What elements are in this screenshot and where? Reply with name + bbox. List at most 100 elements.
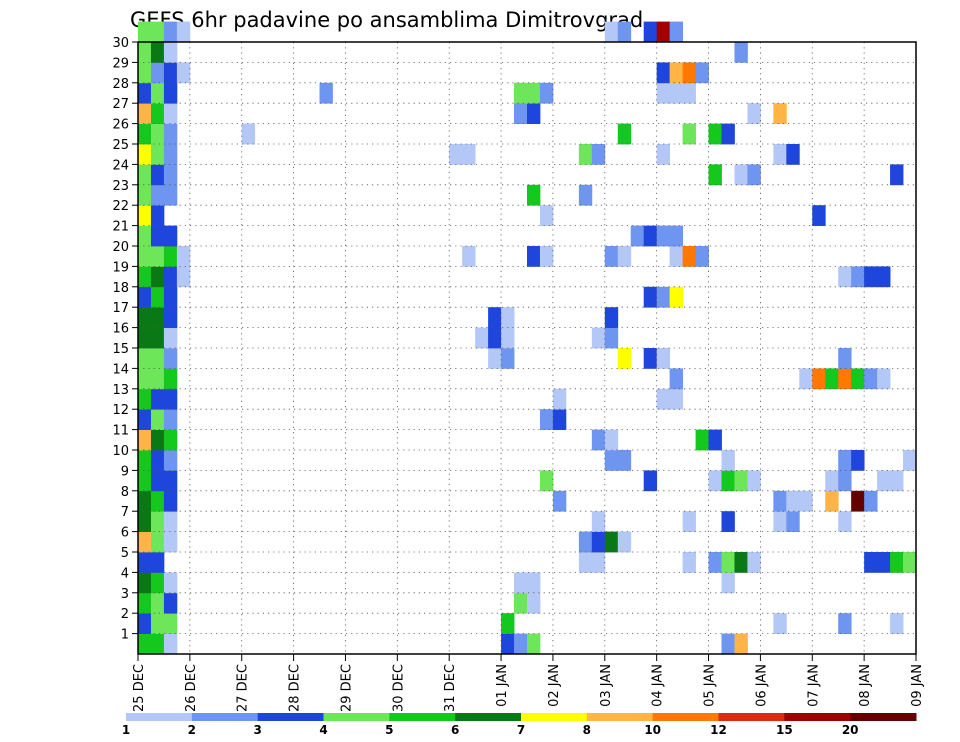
heatmap-cell [138,123,152,145]
heatmap-cell [150,470,165,492]
chart-title: GEFS 6hr padavine po ansamblima Dimitrov… [130,8,643,32]
heatmap-cell [163,103,178,124]
colorbar-swatch [586,713,654,721]
heatmap-cell [163,144,178,165]
heatmap-cell [838,348,852,369]
heatmap-cell [669,21,683,43]
heatmap-cell [539,470,554,492]
heatmap-cell [514,633,528,655]
heatmap-cell [150,409,165,430]
heatmap-cell [864,266,878,288]
y-tick-label: 20 [112,240,129,255]
heatmap-cell [150,368,165,390]
y-tick-label: 13 [112,383,129,398]
x-tick-label: 30 DEC [391,664,406,712]
y-tick-label: 22 [112,199,129,214]
heatmap-cell [462,246,476,267]
x-tick-label: 03 JAN [599,664,614,707]
heatmap-cell [138,348,152,369]
heatmap-cell [695,246,709,267]
heatmap-cell [163,511,178,532]
heatmap-cell [838,511,852,532]
y-tick-label: 30 [112,36,129,51]
heatmap-cell [150,592,165,614]
heatmap-cell [708,164,722,186]
heatmap-cell [527,184,541,206]
heatmap-cell [150,21,165,43]
heatmap-cell [527,592,541,614]
heatmap-cell [138,592,152,614]
heatmap-cell [138,82,152,104]
heatmap-cell [150,184,165,206]
heatmap-cell [501,613,515,634]
heatmap-cell [176,21,191,43]
colorbar-swatch [718,713,785,721]
heatmap-cell [138,307,152,328]
x-tick-label: 25 DEC [132,664,147,712]
heatmap-cell [890,470,904,492]
heatmap-cell [138,164,152,186]
heatmap-cell [488,348,502,369]
heatmap-cell [578,552,593,573]
heatmap-cell [138,572,152,594]
y-tick-label: 15 [112,342,129,357]
colorbar-label: 10 [644,723,661,737]
heatmap-cell [773,144,787,165]
x-tick-label: 07 JAN [806,664,821,707]
colorbar-swatch [126,713,193,721]
heatmap-cell [656,82,671,104]
heatmap-cell [669,286,683,308]
heatmap-cell [734,42,748,63]
heatmap-cell [591,327,606,349]
y-tick-label: 1 [121,628,129,643]
heatmap-cell [514,82,528,104]
colorbar-label: 20 [842,723,859,737]
heatmap-cell [864,368,878,390]
heatmap-cell [163,368,178,390]
heatmap-cell [838,470,852,492]
heatmap-cell [877,470,891,492]
heatmap-cell [721,450,735,471]
colorbar-label: 3 [253,723,261,737]
colorbar-swatch [191,713,259,721]
heatmap-cell [527,82,541,104]
y-tick-label: 12 [112,403,129,418]
colorbar-label: 8 [583,723,591,737]
y-tick-label: 25 [112,138,129,153]
heatmap-cell [150,42,165,63]
heatmap-cell [617,531,632,553]
heatmap-cell [682,511,696,532]
heatmap-cell [838,613,852,634]
heatmap-cell [150,572,165,594]
heatmap-cell [799,368,813,390]
heatmap-cell [163,246,178,267]
heatmap-cell [695,62,709,84]
heatmap-cell [138,531,152,553]
heatmap-cell [747,552,761,573]
y-tick-label: 6 [121,526,129,541]
heatmap-cell [501,348,515,369]
heatmap-cell [138,103,152,124]
heatmap-cell [669,62,683,84]
heatmap-cell [695,429,709,451]
heatmap-cell [163,348,178,369]
heatmap-cell [812,205,826,226]
y-tick-label: 24 [112,158,129,173]
heatmap-cell [773,490,787,512]
heatmap-cell [799,490,813,512]
heatmap-cell [488,327,502,349]
heatmap-cell [475,327,489,349]
heatmap-cell [138,613,152,634]
colorbar-swatch [389,713,456,721]
heatmap-cell [773,511,787,532]
heatmap-cell [721,123,735,145]
colorbar-label: 1 [122,723,130,737]
x-tick-label: 02 JAN [547,664,562,707]
heatmap-cell [163,307,178,328]
heatmap-cell [825,470,839,492]
heatmap-cell [890,613,904,634]
heatmap-cell [539,246,554,267]
colorbar-label: 5 [385,723,393,737]
x-tick-label: 27 DEC [236,664,251,712]
heatmap-cell [150,388,165,410]
